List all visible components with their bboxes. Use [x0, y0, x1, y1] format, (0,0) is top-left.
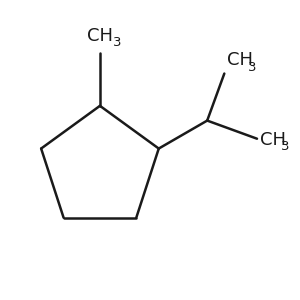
Text: 3: 3 — [248, 61, 257, 74]
Text: CH: CH — [87, 28, 113, 46]
Text: CH: CH — [260, 131, 286, 149]
Text: 3: 3 — [281, 140, 290, 153]
Text: 3: 3 — [113, 36, 122, 49]
Text: CH: CH — [227, 51, 253, 69]
